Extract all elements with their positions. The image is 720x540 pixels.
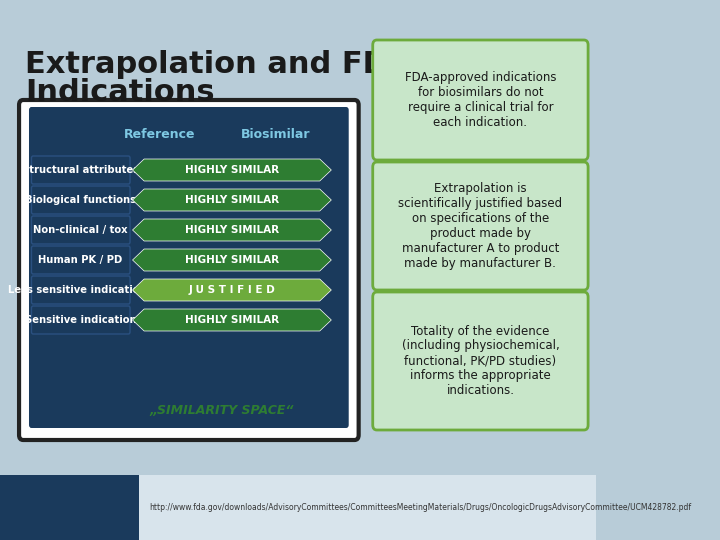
Text: Structural attributes: Structural attributes [22, 165, 139, 175]
FancyBboxPatch shape [0, 475, 139, 540]
FancyBboxPatch shape [32, 186, 130, 214]
Text: Extrapolation and FDA-Labeled: Extrapolation and FDA-Labeled [25, 50, 559, 79]
Text: J U S T I F I E D: J U S T I F I E D [189, 285, 275, 295]
Text: HIGHLY SIMILAR: HIGHLY SIMILAR [185, 255, 279, 265]
Text: Extrapolation is
scientifically justified based
on specifications of the
product: Extrapolation is scientifically justifie… [398, 182, 562, 270]
Text: „SIMILARITY SPACE“: „SIMILARITY SPACE“ [150, 404, 294, 417]
FancyBboxPatch shape [19, 100, 359, 440]
Text: Indications: Indications [25, 78, 215, 107]
FancyBboxPatch shape [0, 475, 596, 540]
Text: Human PK / PD: Human PK / PD [38, 255, 122, 265]
FancyBboxPatch shape [32, 156, 130, 184]
Text: Less sensitive indications: Less sensitive indications [8, 285, 153, 295]
FancyBboxPatch shape [32, 216, 130, 244]
Polygon shape [132, 249, 331, 271]
Polygon shape [132, 159, 331, 181]
FancyBboxPatch shape [32, 306, 130, 334]
Text: HIGHLY SIMILAR: HIGHLY SIMILAR [185, 315, 279, 325]
Polygon shape [132, 189, 331, 211]
FancyBboxPatch shape [373, 162, 588, 290]
Text: Totality of the evidence
(including physiochemical,
functional, PK/PD studies)
i: Totality of the evidence (including phys… [402, 325, 559, 397]
Text: HIGHLY SIMILAR: HIGHLY SIMILAR [185, 165, 279, 175]
Text: HIGHLY SIMILAR: HIGHLY SIMILAR [185, 225, 279, 235]
Text: http://www.fda.gov/downloads/AdvisoryCommittees/CommitteesMeetingMaterials/Drugs: http://www.fda.gov/downloads/AdvisoryCom… [149, 503, 691, 512]
FancyBboxPatch shape [32, 276, 130, 304]
Text: Biological functions: Biological functions [25, 195, 136, 205]
Text: HIGHLY SIMILAR: HIGHLY SIMILAR [185, 195, 279, 205]
FancyBboxPatch shape [29, 107, 348, 428]
FancyBboxPatch shape [373, 292, 588, 430]
Polygon shape [132, 279, 331, 301]
Text: Reference: Reference [124, 129, 196, 141]
Text: Biosimilar: Biosimilar [241, 129, 310, 141]
Text: Non-clinical / tox: Non-clinical / tox [33, 225, 127, 235]
Text: Sensitive indication: Sensitive indication [24, 315, 136, 325]
Text: FDA-approved indications
for biosimilars do not
require a clinical trial for
eac: FDA-approved indications for biosimilars… [405, 71, 556, 129]
FancyBboxPatch shape [32, 246, 130, 274]
Polygon shape [132, 219, 331, 241]
FancyBboxPatch shape [373, 40, 588, 160]
Polygon shape [132, 309, 331, 331]
